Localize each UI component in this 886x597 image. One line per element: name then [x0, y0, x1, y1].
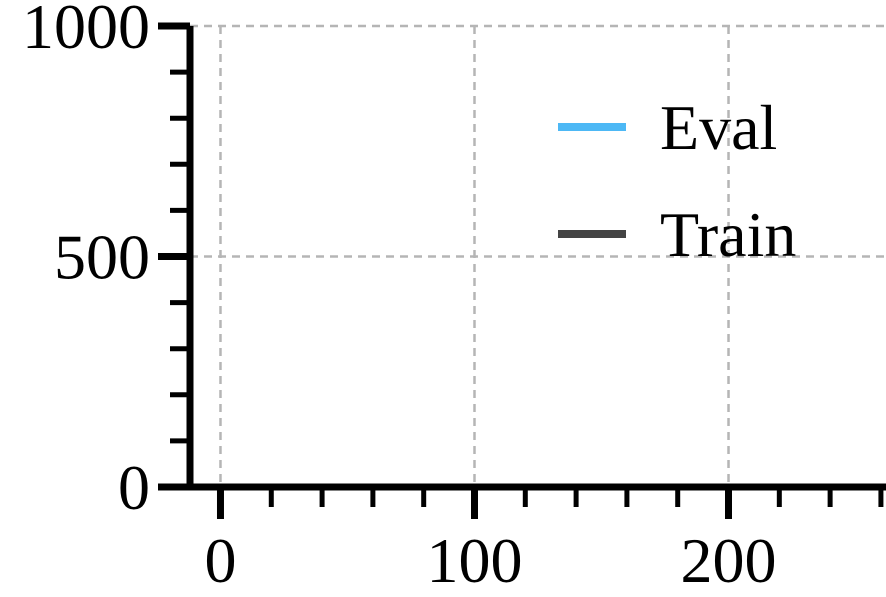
grid-lines [190, 24, 886, 487]
legend: Eval Train [558, 92, 796, 270]
legend-label-train: Train [660, 199, 796, 270]
tick-labels: 0 500 1000 0 100 200 [22, 0, 777, 596]
y-tick-label-2: 1000 [22, 0, 150, 62]
tick-marks [158, 22, 884, 519]
legend-label-eval: Eval [660, 92, 777, 163]
y-tick-label-1: 500 [54, 222, 150, 293]
x-tick-label-2: 200 [681, 525, 777, 596]
x-tick-label-0: 0 [204, 525, 236, 596]
y-tick-label-0: 0 [118, 452, 150, 523]
x-tick-label-1: 100 [426, 525, 522, 596]
